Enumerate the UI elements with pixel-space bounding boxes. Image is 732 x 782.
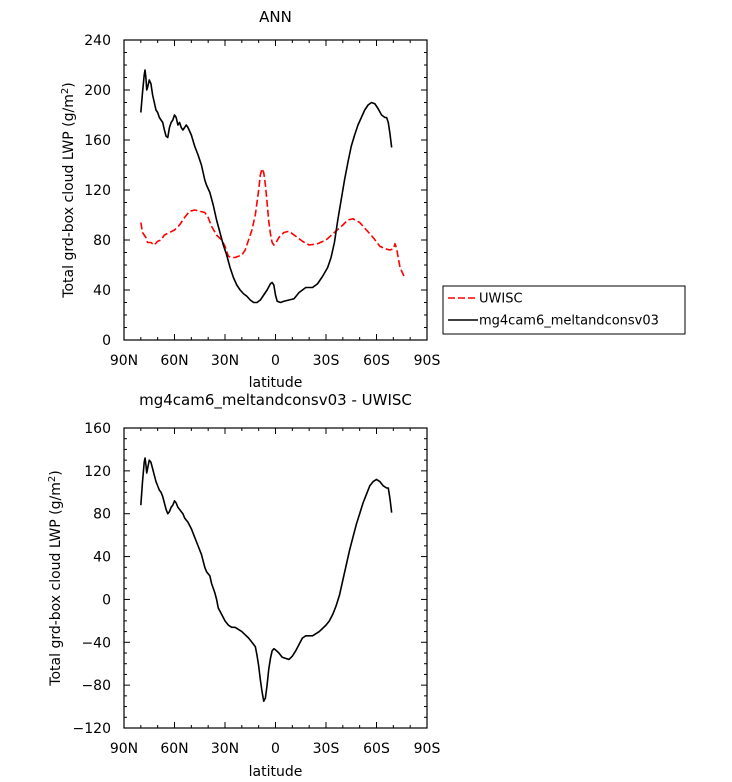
y-tick-label: −120 xyxy=(73,721,111,737)
series-line-1 xyxy=(140,167,406,280)
y-tick-label: 120 xyxy=(84,183,111,199)
x-tick-label: 90N xyxy=(110,741,138,757)
x-tick-label: 30S xyxy=(313,741,340,757)
x-tick-label: 60N xyxy=(160,353,188,369)
chart-panel-1: 90N 60N 30N 0 30S 60S 90S 0 40 80 120 160 200 240 ANN l… xyxy=(60,8,440,391)
y-tick-label: 160 xyxy=(84,421,111,437)
y-tick-label: 0 xyxy=(102,333,111,349)
y-axis-label-close: ) xyxy=(48,470,64,475)
y-axis-label-superscript: 2 xyxy=(47,476,58,482)
x-tick-label: 60N xyxy=(160,741,188,757)
x-axis-label: latitude xyxy=(249,375,303,391)
y-tick-label: 240 xyxy=(84,33,111,49)
y-axis-label-text: Total grd-box cloud LWP (g/m xyxy=(48,482,64,687)
series-line-1 xyxy=(140,457,393,703)
series-line-2 xyxy=(140,69,393,304)
x-tick-label: 60S xyxy=(363,353,390,369)
x-tick-label: 30N xyxy=(211,353,239,369)
y-tick-label: 40 xyxy=(93,283,111,299)
x-tick-label: 90S xyxy=(414,741,441,757)
y-axis-label: Total grd-box cloud LWP (g/m2) xyxy=(47,470,64,686)
chart-panel-2: 90N 60N 30N 0 30S 60S 90S −120 −80 −40 0 40 80 120 160… xyxy=(47,391,440,780)
chart-title: ANN xyxy=(259,8,292,26)
x-tick-label: 90N xyxy=(110,353,138,369)
legend: UWISC mg4cam6_meltandconsv03 xyxy=(442,285,686,335)
legend-label-2: mg4cam6_meltandconsv03 xyxy=(479,314,659,329)
legend-box xyxy=(442,285,686,335)
y-tick-label: 200 xyxy=(84,83,111,99)
x-tick-label: 0 xyxy=(271,353,280,369)
x-tick-label: 0 xyxy=(271,741,280,757)
x-tick-label: 30N xyxy=(211,741,239,757)
chart-title: mg4cam6_meltandconsv03 - UWISC xyxy=(139,391,412,410)
y-tick-label: 80 xyxy=(93,233,111,249)
y-tick-label: −40 xyxy=(81,635,111,651)
y-axis-label: Total grd-box cloud LWP (g/m2) xyxy=(60,82,77,298)
legend-label-1: UWISC xyxy=(479,292,523,307)
y-tick-label: −80 xyxy=(81,678,111,694)
plot-frame xyxy=(123,427,428,729)
y-tick-label: 120 xyxy=(84,464,111,480)
y-tick-label: 160 xyxy=(84,133,111,149)
y-tick-label: 40 xyxy=(93,550,111,566)
x-axis-label: latitude xyxy=(249,764,303,780)
y-axis-label-close: ) xyxy=(61,82,77,87)
x-tick-label: 60S xyxy=(363,741,390,757)
y-tick-label: 80 xyxy=(93,507,111,523)
y-axis-label-superscript: 2 xyxy=(60,88,71,94)
x-tick-label: 90S xyxy=(414,353,441,369)
x-tick-label: 30S xyxy=(313,353,340,369)
y-axis-label-text: Total grd-box cloud LWP (g/m xyxy=(61,94,77,299)
y-tick-label: 0 xyxy=(102,592,111,608)
